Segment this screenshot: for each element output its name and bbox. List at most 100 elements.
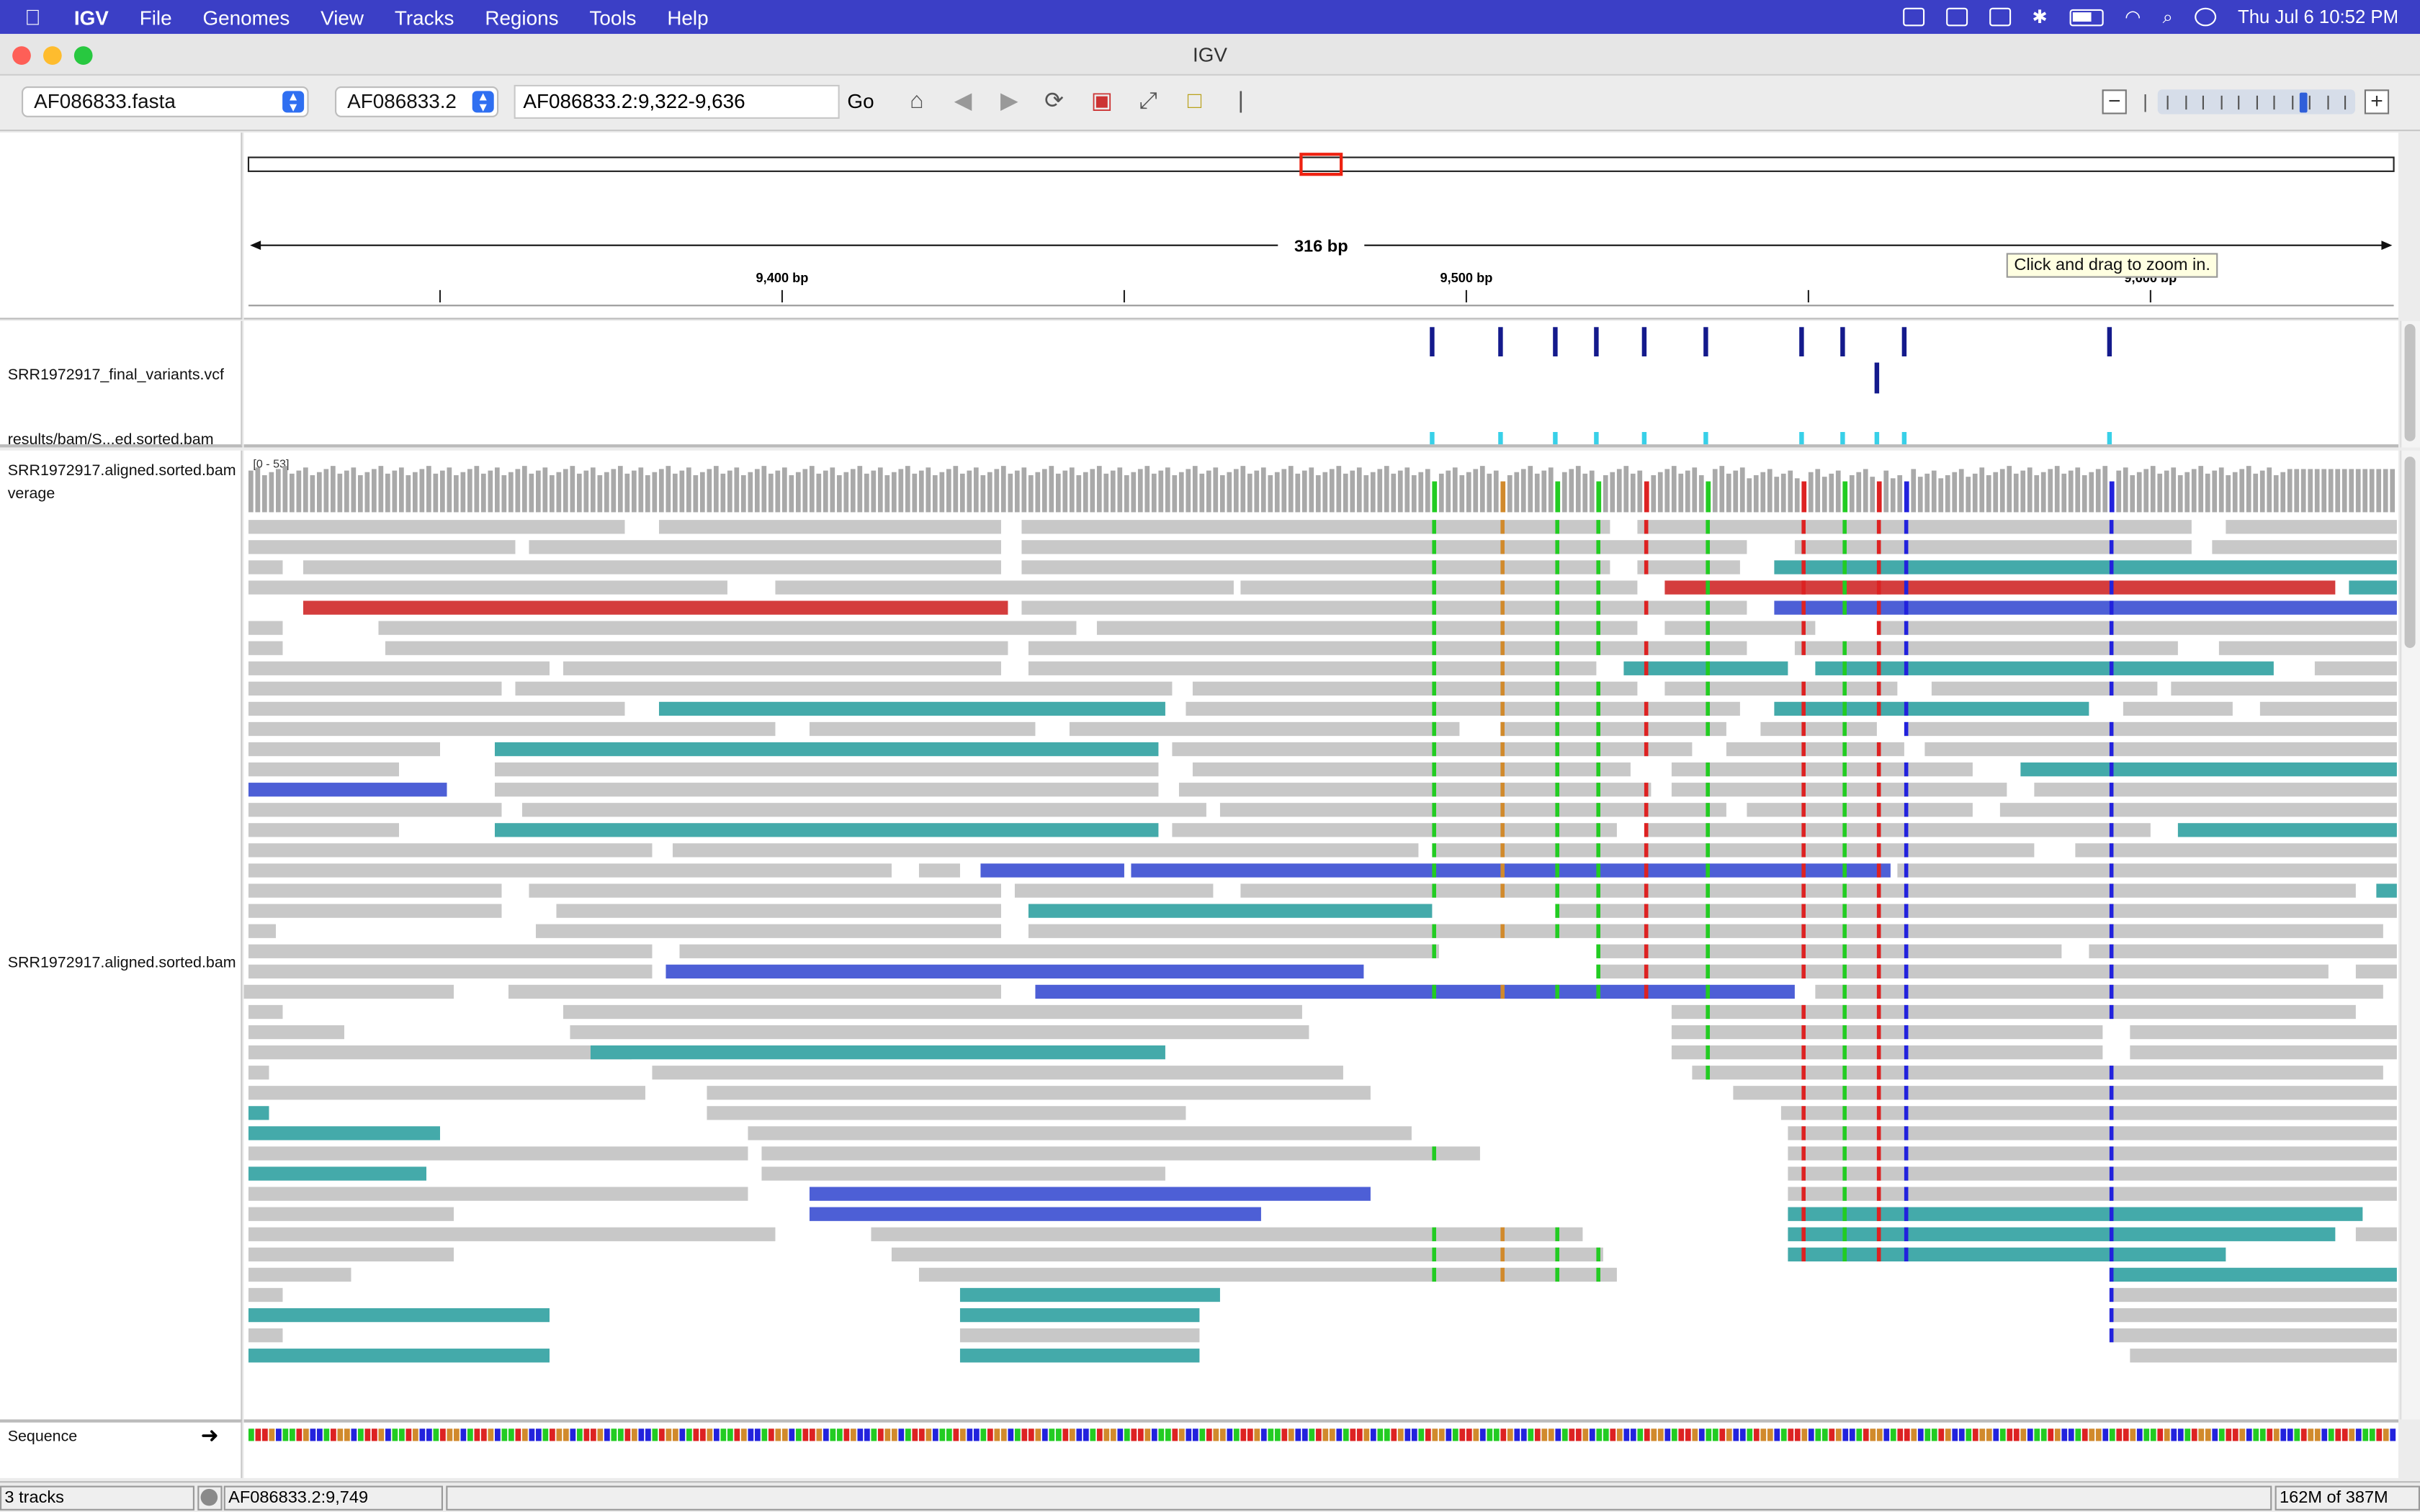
coverage-bar bbox=[1103, 473, 1109, 513]
back-icon[interactable]: ◀ bbox=[954, 88, 972, 114]
apple-menu-icon[interactable]:  bbox=[24, 4, 49, 29]
minimize-window-button[interactable] bbox=[43, 46, 62, 65]
menu-genomes[interactable]: Genomes bbox=[202, 5, 290, 29]
go-button[interactable]: Go bbox=[847, 89, 874, 113]
read bbox=[1644, 823, 2151, 837]
sequence-base bbox=[877, 1428, 884, 1441]
region-of-interest-icon[interactable]: ▣ bbox=[1090, 88, 1113, 114]
strand-arrow-icon[interactable]: ➜ bbox=[200, 1422, 219, 1447]
junction-track-label[interactable]: results/bam/S...ed.sorted.bam bbox=[7, 432, 214, 449]
sequence-base bbox=[666, 1428, 672, 1441]
sequence-base bbox=[1972, 1428, 1978, 1441]
sequence-base bbox=[392, 1428, 398, 1441]
menu-regions[interactable]: Regions bbox=[485, 5, 559, 29]
coverage-bar bbox=[1534, 473, 1540, 513]
read-mismatch bbox=[1555, 803, 1559, 817]
sequence-base bbox=[323, 1428, 330, 1441]
read-mismatch bbox=[1706, 904, 1710, 918]
read bbox=[248, 621, 283, 635]
alignment-track-label[interactable]: SRR1972917.aligned.sorted.bam bbox=[7, 955, 236, 972]
zoom-window-button[interactable] bbox=[73, 46, 93, 65]
sequence-base bbox=[1657, 1428, 1664, 1441]
wifi-icon[interactable]: ◠ bbox=[2125, 6, 2141, 28]
coverage-bar bbox=[1137, 469, 1143, 513]
vcf-scrollbar[interactable] bbox=[2400, 320, 2420, 448]
center-line-icon[interactable]: | bbox=[1237, 88, 1245, 114]
coverage-bar bbox=[1829, 473, 1834, 513]
read bbox=[248, 1247, 454, 1261]
sequence-base bbox=[1911, 1428, 1917, 1441]
menu-view[interactable]: View bbox=[321, 5, 364, 29]
read-mismatch bbox=[1904, 863, 1909, 878]
calendar-icon[interactable] bbox=[1945, 7, 1968, 27]
home-icon[interactable]: ⌂ bbox=[910, 88, 924, 114]
clock[interactable]: Thu Jul 6 10:52 PM bbox=[2238, 6, 2398, 28]
sequence-base bbox=[1883, 1428, 1890, 1441]
sequence-base bbox=[1561, 1428, 1568, 1441]
coverage-bar bbox=[1821, 477, 1827, 513]
read-mismatch bbox=[1801, 600, 1806, 615]
coverage-bar bbox=[2075, 467, 2081, 513]
menu-file[interactable]: File bbox=[139, 5, 172, 29]
sequence-base bbox=[1227, 1428, 1233, 1441]
refresh-icon[interactable]: ⟳ bbox=[1044, 88, 1065, 114]
read-mismatch bbox=[1801, 681, 1806, 696]
chromosome-select[interactable]: AF086833.2 ▲ ▼ bbox=[335, 86, 499, 117]
read bbox=[2171, 681, 2397, 696]
read bbox=[248, 1045, 632, 1060]
menu-app[interactable]: IGV bbox=[73, 5, 109, 29]
read-mismatch bbox=[1706, 823, 1710, 837]
coverage-bar bbox=[460, 472, 466, 513]
read bbox=[2034, 783, 2397, 797]
coverage-track-label[interactable]: SRR1972917.aligned.sorted.bam bbox=[7, 462, 236, 480]
search-icon[interactable]: ⌕ bbox=[2162, 5, 2174, 27]
coverage-track-label-2[interactable]: verage bbox=[7, 486, 55, 503]
menu-tools[interactable]: Tools bbox=[589, 5, 637, 29]
bluetooth-icon[interactable]: ✱ bbox=[2032, 6, 2048, 28]
genome-select[interactable]: AF086833.fasta ▲ ▼ bbox=[22, 86, 309, 117]
sequence-base bbox=[1206, 1428, 1212, 1441]
coverage-bar bbox=[1117, 467, 1123, 513]
coverage-bar bbox=[871, 470, 877, 513]
read-mismatch bbox=[1904, 762, 1909, 777]
sequence-base bbox=[1596, 1428, 1603, 1441]
forward-icon[interactable]: ▶ bbox=[1000, 88, 1018, 114]
menu-tracks[interactable]: Tracks bbox=[394, 5, 454, 29]
zoom-slider[interactable] bbox=[2157, 89, 2355, 114]
control-center-icon[interactable] bbox=[2195, 7, 2217, 27]
sequence-base bbox=[1589, 1428, 1595, 1441]
read-mismatch bbox=[1555, 1227, 1559, 1241]
read bbox=[1596, 964, 2329, 978]
ruler-panel[interactable]: 316 bp 9,400 bp 9,500 bp 9,600 bp bbox=[243, 132, 2399, 320]
memory-readout[interactable]: 162M of 387M bbox=[2275, 1485, 2420, 1511]
printer-icon[interactable] bbox=[1989, 7, 2011, 27]
popup-info-icon[interactable]: □ bbox=[1187, 88, 1202, 114]
zoom-current-level[interactable] bbox=[2299, 92, 2308, 113]
sequence-base bbox=[1014, 1428, 1021, 1441]
read-paired-colored bbox=[248, 783, 447, 797]
vcf-track-label[interactable]: SRR1972917_final_variants.vcf bbox=[7, 366, 224, 384]
close-window-button[interactable] bbox=[12, 46, 31, 65]
resize-to-window-icon[interactable]: ⤢ bbox=[1139, 88, 1158, 114]
coverage-bar bbox=[1131, 472, 1137, 513]
zoom-in-button[interactable]: + bbox=[2364, 89, 2390, 114]
read-mismatch bbox=[1596, 1247, 1600, 1261]
read bbox=[302, 560, 1001, 575]
coverage-bar bbox=[748, 472, 753, 513]
read bbox=[1664, 621, 1816, 635]
locus-input[interactable]: AF086833.2:9,322-9,636 bbox=[514, 84, 840, 119]
read bbox=[570, 1025, 1309, 1040]
alignment-scrollbar[interactable] bbox=[2400, 450, 2420, 1420]
battery-icon[interactable] bbox=[2069, 8, 2104, 26]
menu-help[interactable]: Help bbox=[667, 5, 709, 29]
sequence-track-label[interactable]: Sequence bbox=[7, 1428, 78, 1446]
coverage-bar bbox=[1774, 477, 1780, 513]
drive-icon[interactable] bbox=[1902, 7, 1924, 27]
sequence-base bbox=[1788, 1428, 1794, 1441]
read bbox=[1014, 883, 1214, 898]
coverage-bar bbox=[1000, 466, 1006, 513]
vcf-data-panel[interactable] bbox=[243, 320, 2399, 448]
alignment-data-panel[interactable]: [0 - 53] bbox=[243, 450, 2399, 1420]
zoom-out-button[interactable]: − bbox=[2102, 89, 2127, 114]
coverage-bar bbox=[1692, 467, 1698, 513]
